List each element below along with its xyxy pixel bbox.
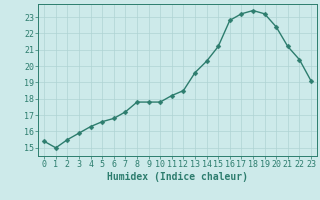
X-axis label: Humidex (Indice chaleur): Humidex (Indice chaleur) <box>107 172 248 182</box>
